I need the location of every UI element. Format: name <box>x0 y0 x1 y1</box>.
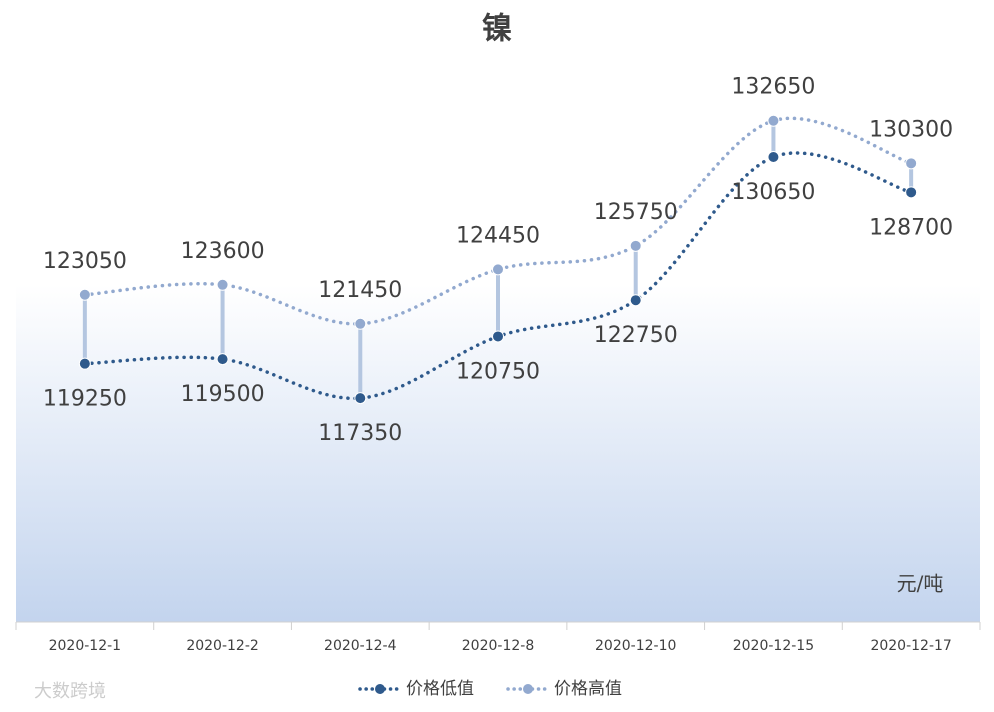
point-marker <box>905 157 918 170</box>
data-label: 130650 <box>731 180 815 205</box>
data-label: 119500 <box>181 382 265 407</box>
x-tick-label: 2020-12-15 <box>733 638 814 654</box>
point-marker <box>216 353 229 366</box>
data-label: 130300 <box>869 117 953 142</box>
data-label: 119250 <box>43 387 127 412</box>
point-marker <box>905 186 918 199</box>
x-tick-label: 2020-12-1 <box>49 638 121 654</box>
point-marker <box>78 357 91 370</box>
x-tick-label: 2020-12-2 <box>186 638 258 654</box>
legend-marker <box>523 684 533 694</box>
point-marker <box>767 114 780 127</box>
data-label: 120750 <box>456 359 540 384</box>
point-marker <box>629 294 642 307</box>
x-tick-label: 2020-12-8 <box>462 638 534 654</box>
point-marker <box>492 263 504 276</box>
point-marker <box>216 278 229 291</box>
point-marker <box>492 330 504 343</box>
legend-label: 价格低值 <box>406 679 474 699</box>
data-label: 117350 <box>318 421 402 446</box>
chart-title: 镍 <box>482 12 512 47</box>
data-label: 122750 <box>594 323 678 348</box>
unit-label: 元/吨 <box>897 572 944 596</box>
point-marker <box>78 288 91 301</box>
data-label: 125750 <box>594 200 678 225</box>
data-label: 123600 <box>181 239 265 264</box>
data-label: 132650 <box>731 75 815 100</box>
point-marker <box>629 239 642 252</box>
x-tick-label: 2020-12-17 <box>870 638 951 654</box>
watermark: 大数跨境 <box>34 681 106 702</box>
data-label: 124450 <box>456 223 540 248</box>
legend-label: 价格高值 <box>554 679 622 699</box>
data-label: 123050 <box>43 249 127 274</box>
point-marker <box>767 150 780 163</box>
point-marker <box>354 317 367 330</box>
x-tick-label: 2020-12-4 <box>324 638 397 654</box>
point-marker <box>354 392 367 405</box>
data-label: 121450 <box>318 278 402 303</box>
legend-marker <box>375 684 385 694</box>
x-tick-label: 2020-12-10 <box>595 638 676 654</box>
data-label: 128700 <box>869 215 953 240</box>
